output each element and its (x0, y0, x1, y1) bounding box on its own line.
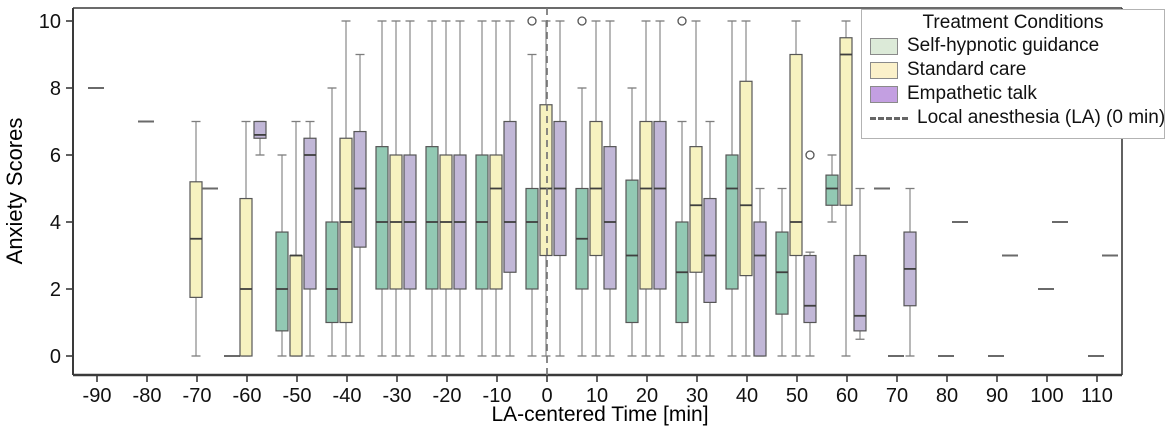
outlier-self-hypnotic-guidance-t30 (677, 16, 687, 26)
box-standard-care-t-10 (489, 154, 503, 290)
empathetic-talk-swatch-icon (870, 85, 898, 103)
box-self-hypnotic-guidance-t0 (525, 187, 539, 290)
x-tick-label: -20 (433, 385, 462, 407)
y-tick-label: 10 (39, 11, 61, 33)
box-empathetic-talk-t20 (653, 120, 667, 290)
legend-title: Treatment Conditions (922, 12, 1104, 33)
x-tick-label: -10 (483, 385, 512, 407)
x-tick-label: 40 (736, 385, 758, 407)
outlier-empathetic-talk-t50 (805, 150, 815, 160)
x-tick-label: -60 (233, 385, 262, 407)
y-tick-label: 0 (50, 346, 61, 368)
x-tick-label: 60 (836, 385, 858, 407)
dashed-line-icon (870, 116, 908, 120)
box-self-hypnotic-guidance-t-30 (375, 146, 389, 290)
box-empathetic-talk-t40 (753, 221, 767, 357)
y-tick-label: 6 (50, 145, 61, 167)
outlier-self-hypnotic-guidance-t10 (577, 16, 587, 26)
x-tick-label: 10 (586, 385, 608, 407)
x-tick-label: 0 (541, 385, 552, 407)
legend-item-label: Empathetic talk (907, 83, 1037, 104)
y-tick-label: 4 (50, 212, 61, 234)
x-tick-label: -30 (383, 385, 412, 407)
box-standard-care-t0 (539, 104, 553, 257)
x-tick-label: -70 (183, 385, 212, 407)
y-tick-label: 8 (50, 78, 61, 100)
box-empathetic-talk-t10 (603, 146, 617, 290)
box-standard-care-t-50 (289, 254, 303, 357)
x-tick-label: -80 (133, 385, 162, 407)
box-standard-care-t50 (789, 53, 803, 257)
box-self-hypnotic-guidance-t-20 (425, 146, 439, 290)
outlier-self-hypnotic-guidance-t0 (527, 16, 537, 26)
legend-item-self-hypnotic[interactable]: Self-hypnotic guidance (862, 34, 1164, 58)
x-tick-label: 100 (1030, 385, 1063, 407)
box-self-hypnotic-guidance-t-40 (325, 221, 339, 324)
box-self-hypnotic-guidance-t60 (825, 174, 839, 206)
box-standard-care-t-60 (239, 197, 253, 357)
self-hypnotic-swatch-icon (870, 37, 898, 55)
x-tick-label: -90 (83, 385, 112, 407)
box-empathetic-talk-t50 (803, 254, 817, 324)
x-tick-label: -50 (283, 385, 312, 407)
x-axis-label: LA-centered Time [min] (491, 403, 708, 426)
y-axis-label: Anxiety Scores (2, 118, 27, 265)
legend-item-empathetic-talk[interactable]: Empathetic talk (862, 82, 1164, 106)
box-standard-care-t40 (739, 80, 753, 277)
x-tick-label: 90 (986, 385, 1008, 407)
x-tick-label: 80 (936, 385, 958, 407)
plot-layer: -90 -80 -70 -60 -50 -40 -30 -20 -10 0 10 20 30 40 50 60… (39, 7, 1123, 407)
box-standard-care-t30 (689, 146, 703, 273)
box-empathetic-talk-t60 (853, 254, 867, 332)
x-tick-label: 70 (886, 385, 908, 407)
legend-item-local-anesthesia[interactable]: Local anesthesia (LA) (0 min) (862, 106, 1166, 130)
legend-box: Treatment Conditions Self-hypnotic guida… (861, 9, 1165, 139)
box-empathetic-talk-t-10 (503, 120, 517, 273)
legend-item-label: Local anesthesia (LA) (0 min) (917, 107, 1166, 128)
legend-item-label: Standard care (907, 59, 1027, 80)
legend-item-label: Self-hypnotic guidance (907, 35, 1100, 56)
box-standard-care-t60 (839, 37, 853, 206)
box-empathetic-talk-t30 (703, 197, 717, 304)
standard-care-swatch-icon (870, 61, 898, 79)
x-tick-label: 30 (686, 385, 708, 407)
x-tick-label: 110 (1081, 385, 1113, 407)
y-tick-label: 2 (50, 279, 61, 301)
box-self-hypnotic-guidance-t-50 (275, 231, 289, 332)
box-empathetic-talk-t-50 (303, 137, 317, 290)
legend-item-standard-care[interactable]: Standard care (862, 58, 1164, 82)
x-tick-label: 50 (786, 385, 808, 407)
box-self-hypnotic-guidance-t40 (725, 154, 739, 290)
x-tick-label: 20 (636, 385, 658, 407)
box-self-hypnotic-guidance-t20 (625, 179, 639, 324)
box-standard-care-t20 (639, 120, 653, 290)
x-tick-label: -40 (333, 385, 362, 407)
box-standard-care-t-40 (339, 137, 353, 324)
